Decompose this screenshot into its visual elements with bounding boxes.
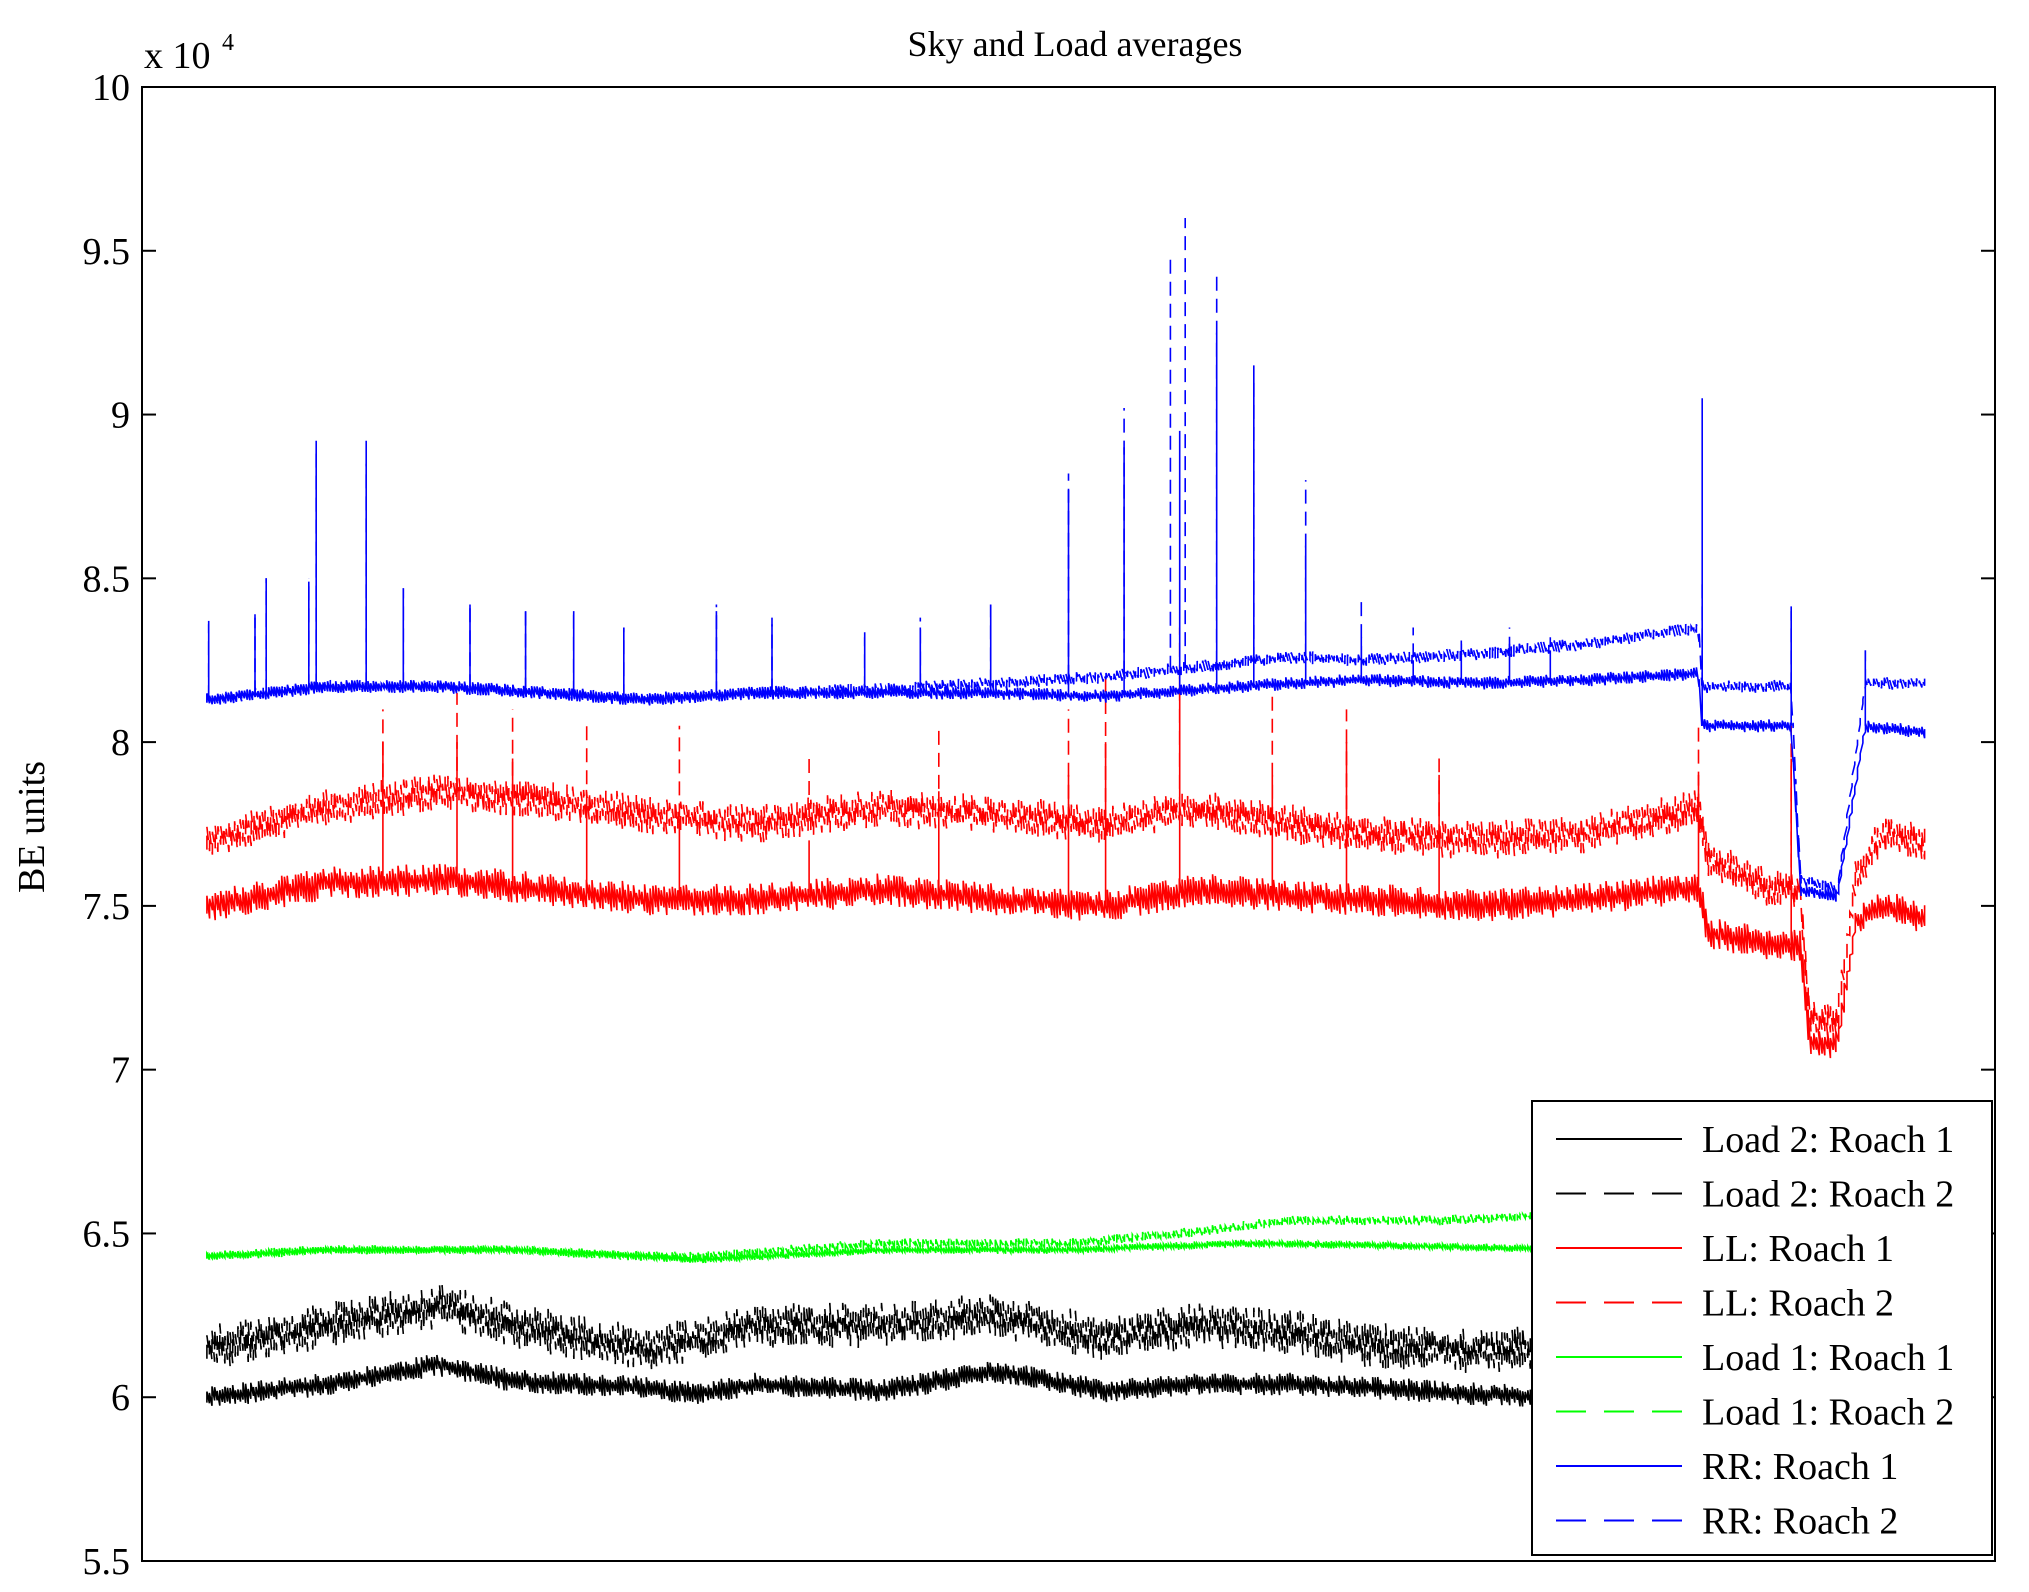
legend: Load 2: Roach 1 Load 2: Roach 2 LL: Roach … <box>1531 1100 1993 1556</box>
y-tick-label: 7.5 <box>83 886 131 928</box>
legend-label: Load 1: Roach 2 <box>1702 1392 1954 1434</box>
y-tick-label: 5.5 <box>83 1541 131 1583</box>
y-exponent-power: 4 <box>222 30 234 56</box>
series-line <box>206 1354 1759 1408</box>
series-line <box>206 1283 1759 1373</box>
legend-label: RR: Roach 1 <box>1702 1446 1898 1488</box>
y-tick-label: 9.5 <box>83 231 131 273</box>
y-exponent: x 10 4 <box>144 30 234 77</box>
series-line <box>206 1198 1759 1263</box>
series-line <box>206 218 1926 895</box>
series-line <box>206 627 1926 1041</box>
legend-label: LL: Roach 2 <box>1702 1283 1894 1325</box>
y-tick-label: 6 <box>111 1377 130 1419</box>
y-tick-label: 6.5 <box>83 1213 131 1255</box>
legend-box <box>1531 1100 1993 1556</box>
legend-label: LL: Roach 1 <box>1702 1228 1894 1270</box>
y-axis-label: BE units <box>11 761 53 893</box>
plot-frame <box>141 86 1996 1562</box>
y-tick-label: 9 <box>111 395 130 437</box>
legend-label: Load 2: Roach 2 <box>1702 1174 1954 1216</box>
series-layer <box>206 218 1926 1408</box>
y-tick-label: 7 <box>111 1050 130 1092</box>
y-tick-label: 8.5 <box>83 558 131 600</box>
y-tick-label: 10 <box>92 67 130 109</box>
y-axis-ticks: 5.5 6 6.5 7 7.5 8 8.5 9 9.5 10 <box>83 67 1995 1583</box>
chart-title: Sky and Load averages <box>908 24 1243 64</box>
legend-label: RR: Roach 2 <box>1702 1501 1898 1543</box>
y-tick-label: 8 <box>111 722 130 764</box>
legend-label: Load 2: Roach 1 <box>1702 1119 1954 1161</box>
y-exponent-base: x 10 <box>144 35 211 77</box>
legend-label: Load 1: Roach 1 <box>1702 1337 1954 1379</box>
